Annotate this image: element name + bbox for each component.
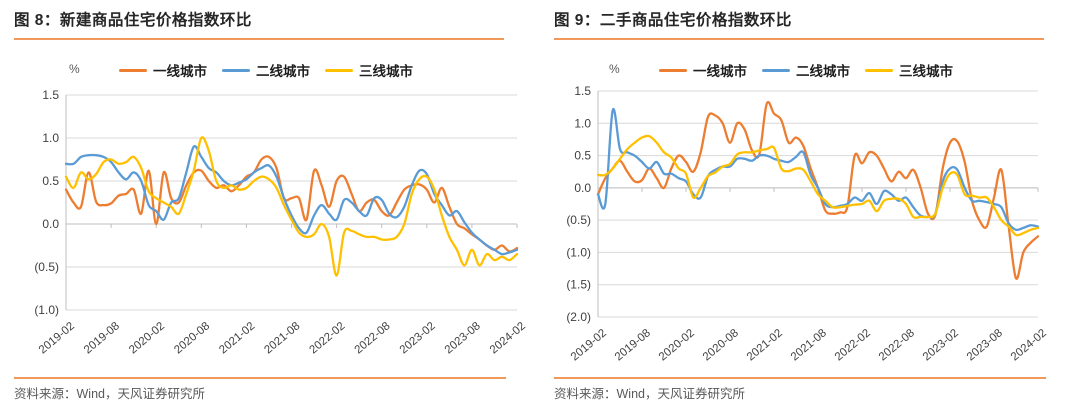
x-axis-labels: 2019-02 2019-08 2020-02 2020-08 2021-02 2021-… <box>37 320 528 356</box>
legend-line-swatch-tier1 <box>119 68 147 72</box>
legend-item-tier1: 一线城市 <box>119 60 207 80</box>
y-axis-labels: 1.5 1.0 0.5 0.0 (0.5) (1.0) <box>34 88 59 317</box>
svg-text:(1.0): (1.0) <box>566 245 591 259</box>
legend-line-swatch-tier2 <box>762 68 790 72</box>
svg-text:(1.0): (1.0) <box>34 303 59 317</box>
figure-8-panel: 1.5 1.0 0.5 0.0 (0.5) (1.0) 2019-02 2019-08 2020… <box>14 12 528 401</box>
line-chart-figure-9: 1.51.00.50.0(0.5)(1.0)(1.5)(2.0)2019-02 2… <box>566 84 1049 363</box>
svg-text:1.5: 1.5 <box>574 84 591 98</box>
svg-text:2022-02: 2022-02 <box>307 320 347 356</box>
svg-text:2023-02: 2023-02 <box>921 327 961 363</box>
line-series-tier1 <box>64 155 519 253</box>
svg-text:0.5: 0.5 <box>574 149 591 163</box>
legend-label-tier1: 一线城市 <box>153 64 207 79</box>
svg-text:(1.5): (1.5) <box>566 278 591 292</box>
legend-item-tier3: 三线城市 <box>325 60 413 80</box>
line-series-tier3 <box>64 136 519 277</box>
source-note: 资料来源：Wind，天风证券研究所 <box>14 387 205 401</box>
svg-text:2021-02: 2021-02 <box>217 320 257 356</box>
x-axis-labels: 2019-02 2019-08 2020-02 2020-08 2021-02 2021-… <box>569 327 1049 363</box>
svg-text:(2.0): (2.0) <box>566 310 591 324</box>
legend-label-tier3: 三线城市 <box>359 64 413 79</box>
line-chart-figure-8: 1.51.00.50.0(0.5)(1.0)2019-02 2019-08 2020… <box>34 88 528 356</box>
svg-text:1.0: 1.0 <box>574 116 591 130</box>
source-note: 资料来源：Wind，天风证券研究所 <box>554 387 745 401</box>
svg-text:2020-08: 2020-08 <box>172 320 212 356</box>
chart-legend: 一线城市 二线城市 三线城市 <box>659 60 953 80</box>
legend-label-tier2: 二线城市 <box>796 64 850 79</box>
svg-text:2023-02: 2023-02 <box>398 320 438 356</box>
svg-text:2024-02: 2024-02 <box>1009 327 1049 363</box>
svg-text:2022-02: 2022-02 <box>833 327 873 363</box>
figure-9-panel: 1.5 1.0 0.5 0.0 (0.5) (1.0) (1.5) (2.0) 2019-02 2… <box>540 0 1080 416</box>
line-series-tier3 <box>596 134 1040 237</box>
svg-text:(0.5): (0.5) <box>566 213 591 227</box>
legend-item-tier1: 一线城市 <box>659 60 747 80</box>
legend-item-tier2: 二线城市 <box>222 60 310 80</box>
y-axis-unit-label: % <box>69 62 80 76</box>
svg-text:2020-02: 2020-02 <box>657 327 697 363</box>
source-divider <box>554 377 1046 379</box>
svg-text:2020-08: 2020-08 <box>701 327 741 363</box>
svg-text:(0.5): (0.5) <box>34 260 59 274</box>
chart-legend: 一线城市 二线城市 三线城市 <box>119 60 413 80</box>
y-axis-unit-label: % <box>609 62 620 76</box>
legend-label-tier3: 三线城市 <box>899 64 953 79</box>
gridlines <box>598 90 1038 318</box>
title-divider <box>554 38 1044 40</box>
svg-text:2021-02: 2021-02 <box>745 327 785 363</box>
legend-item-tier3: 三线城市 <box>865 60 953 80</box>
svg-text:2023-08: 2023-08 <box>965 327 1005 363</box>
legend-label-tier2: 二线城市 <box>256 64 310 79</box>
svg-text:1.5: 1.5 <box>42 88 59 102</box>
legend-line-swatch-tier1 <box>659 68 687 72</box>
svg-text:2020-02: 2020-02 <box>127 320 167 356</box>
line-series-tier2 <box>596 107 1040 232</box>
line-series-tier2 <box>64 144 519 256</box>
svg-text:0.0: 0.0 <box>574 181 591 195</box>
legend-label-tier1: 一线城市 <box>693 64 747 79</box>
title-divider <box>14 38 504 40</box>
svg-text:2019-02: 2019-02 <box>569 327 609 363</box>
svg-text:2022-08: 2022-08 <box>353 320 393 356</box>
svg-text:2019-02: 2019-02 <box>37 320 77 356</box>
legend-item-tier2: 二线城市 <box>762 60 850 80</box>
svg-text:2021-08: 2021-08 <box>262 320 302 356</box>
legend-line-swatch-tier3 <box>865 68 893 72</box>
svg-text:2023-08: 2023-08 <box>443 320 483 356</box>
svg-text:0.5: 0.5 <box>42 174 59 188</box>
figure-9-title: 图 9：二手商品住宅价格指数环比 <box>554 12 792 29</box>
gridlines <box>66 94 517 311</box>
svg-text:2019-08: 2019-08 <box>613 327 653 363</box>
source-divider <box>14 377 506 379</box>
figure-8-title: 图 8：新建商品住宅价格指数环比 <box>14 12 252 29</box>
x-axis-zero-line <box>65 223 518 228</box>
svg-text:0.0: 0.0 <box>42 217 59 231</box>
svg-text:2022-08: 2022-08 <box>877 327 917 363</box>
legend-line-swatch-tier2 <box>222 68 250 72</box>
svg-text:2021-08: 2021-08 <box>789 327 829 363</box>
legend-line-swatch-tier3 <box>325 68 353 72</box>
svg-text:1.0: 1.0 <box>42 131 59 145</box>
y-axis-labels: 1.5 1.0 0.5 0.0 (0.5) (1.0) (1.5) (2.0) <box>566 84 591 324</box>
svg-text:2024-02: 2024-02 <box>488 320 528 356</box>
svg-text:2019-08: 2019-08 <box>82 320 122 356</box>
